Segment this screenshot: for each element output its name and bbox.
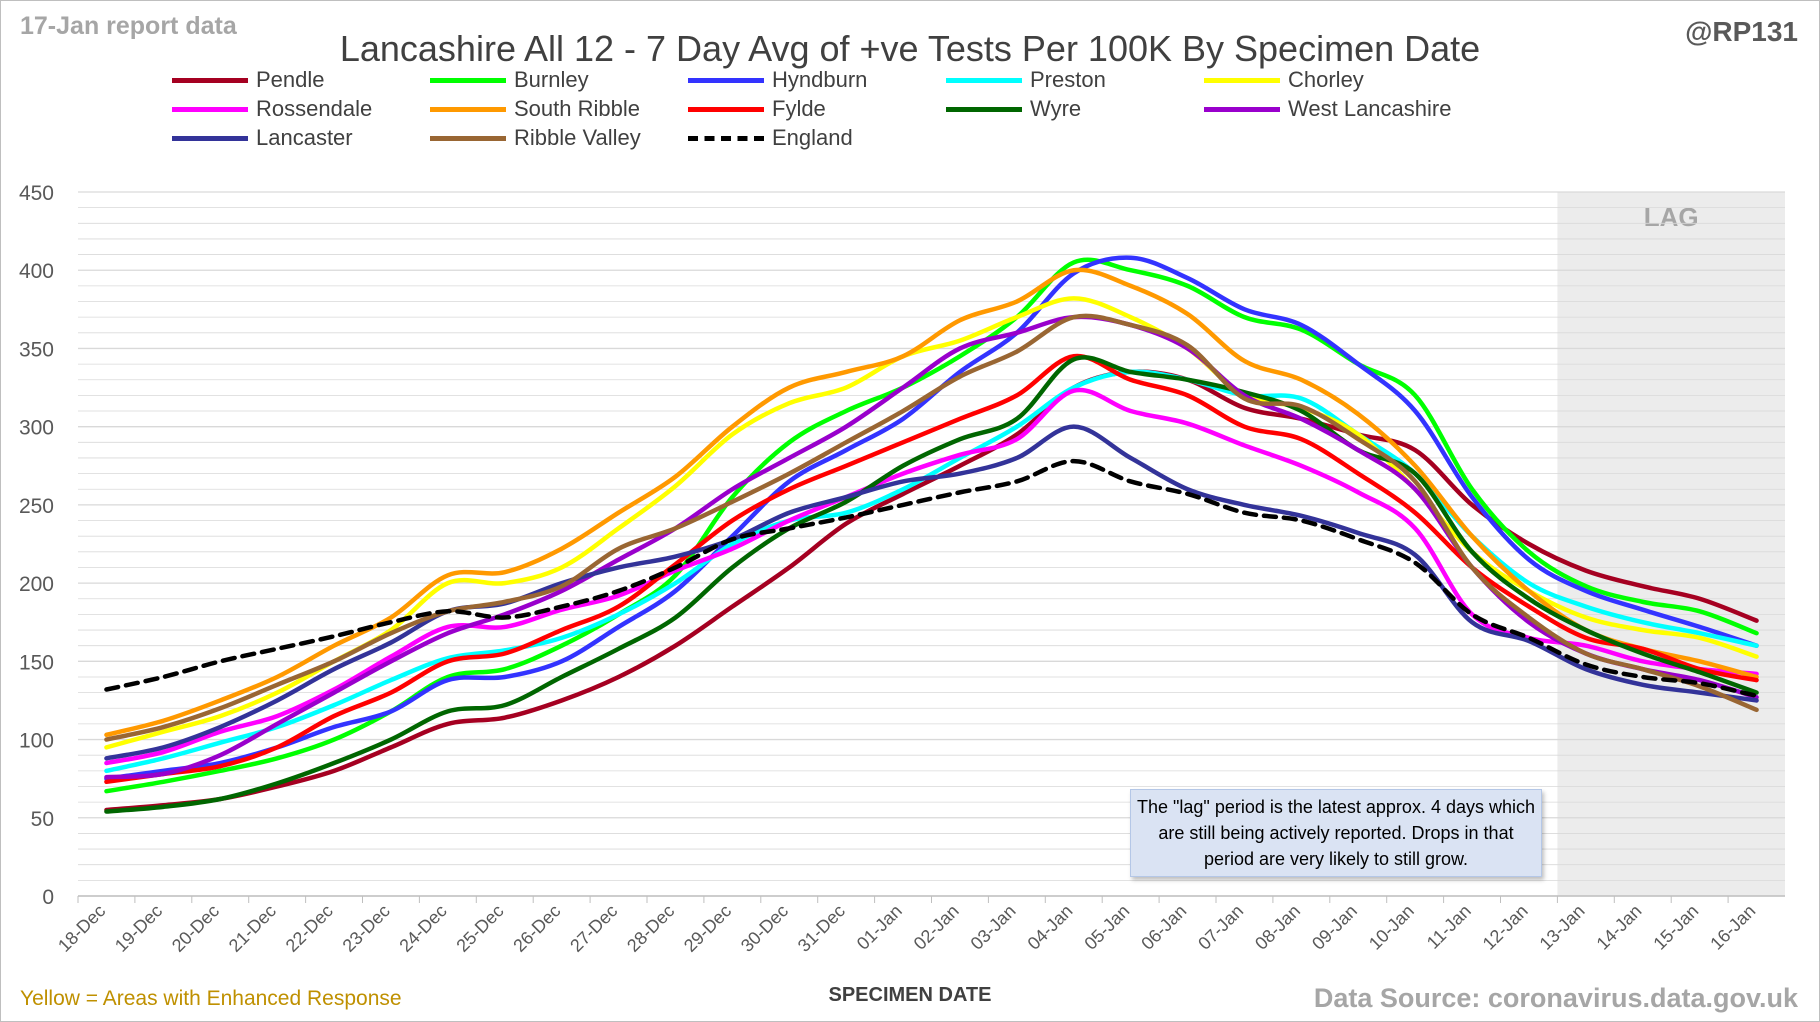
legend-label: Wyre — [1030, 96, 1082, 121]
x-tick-label: 11-Jan — [1423, 901, 1475, 953]
series-line-rossendale — [104, 387, 1759, 766]
legend-item: England — [688, 123, 853, 153]
legend-item: Chorley — [1204, 65, 1364, 95]
x-tick-label: 30-Dec — [737, 901, 792, 956]
legend-item: Rossendale — [172, 94, 372, 124]
legend-item: Ribble Valley — [430, 123, 641, 153]
legend-item: Fylde — [688, 94, 826, 124]
legend-label: Preston — [1030, 67, 1106, 92]
x-tick-label: 27-Dec — [566, 901, 621, 956]
legend: Pendle Burnley Hyndburn Preston Chorley Rosse… — [172, 67, 1702, 182]
x-tick-label: 06-Jan — [1137, 901, 1190, 954]
series-line-lancaster — [104, 424, 1759, 761]
series-line-wyre — [104, 355, 1759, 814]
x-tick-label: 20-Dec — [168, 901, 223, 956]
legend-swatch — [946, 106, 1022, 112]
legend-label: Lancaster — [256, 125, 353, 150]
report-date-label: 17-Jan report data — [20, 12, 237, 40]
legend-label: West Lancashire — [1288, 96, 1452, 121]
y-tick-label: 250 — [19, 495, 54, 518]
y-tick-label: 0 — [42, 886, 54, 909]
legend-swatch — [430, 135, 506, 141]
author-handle: @RP131 — [1685, 16, 1798, 47]
legend-swatch — [1204, 77, 1280, 83]
x-tick-label: 04-Jan — [1024, 901, 1077, 954]
x-tick-label: 28-Dec — [623, 901, 678, 956]
x-tick-label: 10-Jan — [1365, 901, 1418, 954]
legend-item: Hyndburn — [688, 65, 867, 95]
x-tick-label: 14-Jan — [1593, 901, 1646, 954]
legend-swatch — [430, 77, 506, 83]
y-tick-label: 350 — [19, 338, 54, 361]
y-tick-label: 200 — [19, 573, 54, 596]
y-tick-label: 50 — [31, 808, 54, 831]
legend-label: Pendle — [256, 67, 325, 92]
legend-swatch — [172, 106, 248, 112]
y-tick-label: 300 — [19, 417, 54, 440]
legend-item: South Ribble — [430, 94, 640, 124]
x-tick-label: 12-Jan — [1479, 901, 1532, 954]
legend-swatch — [688, 77, 764, 83]
x-tick-label: 16-Jan — [1706, 901, 1759, 954]
x-tick-label: 02-Jan — [910, 901, 963, 954]
legend-label: Hyndburn — [772, 67, 868, 92]
x-tick-label: 09-Jan — [1308, 901, 1361, 954]
series-line-pendle — [104, 369, 1759, 813]
legend-label: England — [772, 125, 853, 150]
legend-swatch — [1204, 106, 1280, 112]
legend-swatch — [688, 106, 764, 112]
legend-item: Pendle — [172, 65, 325, 95]
data-source: Data Source: coronavirus.data.gov.uk — [1313, 983, 1798, 1013]
series-line-south-ribble — [104, 267, 1759, 738]
series-line-ribble-valley — [104, 313, 1759, 742]
lag-note-box: The "lag" period is the latest approx. 4… — [1130, 789, 1542, 877]
legend-swatch — [430, 106, 506, 112]
legend-item: Lancaster — [172, 123, 353, 153]
y-tick-label: 150 — [19, 651, 54, 674]
x-tick-label: 15-Jan — [1649, 901, 1702, 954]
x-tick-label: 24-Dec — [396, 901, 451, 956]
legend-label: Rossendale — [256, 96, 373, 121]
lag-band — [1557, 192, 1785, 896]
x-tick-label: 25-Dec — [452, 901, 507, 956]
legend-item: Wyre — [946, 94, 1081, 124]
x-tick-label: 26-Dec — [509, 901, 564, 956]
legend-label: Fylde — [772, 96, 826, 121]
x-tick-label: 19-Dec — [111, 901, 166, 956]
chart-title: Lancashire All 12 - 7 Day Avg of +ve Tes… — [339, 28, 1481, 69]
legend-item: West Lancashire — [1204, 94, 1451, 124]
x-tick-label: 23-Dec — [339, 901, 394, 956]
legend-label: Chorley — [1288, 67, 1364, 92]
legend-item: Burnley — [430, 65, 589, 95]
legend-swatch — [172, 135, 248, 141]
x-tick-label: 22-Dec — [282, 901, 337, 956]
y-tick-label: 400 — [19, 260, 54, 283]
x-axis-title: SPECIMEN DATE — [828, 984, 992, 1006]
enhanced-response-note: Yellow = Areas with Enhanced Response — [20, 987, 402, 1010]
legend-swatch — [172, 77, 248, 83]
y-tick-label: 450 — [19, 182, 54, 205]
legend-item: Preston — [946, 65, 1106, 95]
legend-label: South Ribble — [514, 96, 640, 121]
x-tick-label: 01-Jan — [853, 901, 906, 954]
y-tick-label: 100 — [19, 730, 54, 753]
x-tick-label: 29-Dec — [680, 901, 735, 956]
x-tick-label: 07-Jan — [1194, 901, 1247, 954]
series-line-england — [104, 458, 1759, 699]
x-tick-label: 13-Jan — [1536, 901, 1589, 954]
x-tick-label: 31-Dec — [794, 901, 849, 956]
legend-label: Ribble Valley — [514, 125, 641, 150]
legend-label: Burnley — [514, 67, 589, 92]
x-tick-label: 21-Dec — [225, 901, 280, 956]
legend-swatch — [688, 135, 764, 141]
x-tick-label: 08-Jan — [1251, 901, 1304, 954]
legend-swatch — [946, 77, 1022, 83]
x-tick-label: 05-Jan — [1080, 901, 1133, 954]
x-tick-label: 03-Jan — [967, 901, 1020, 954]
x-tick-label: 18-Dec — [54, 901, 109, 956]
lag-label: LAG — [1644, 202, 1699, 232]
